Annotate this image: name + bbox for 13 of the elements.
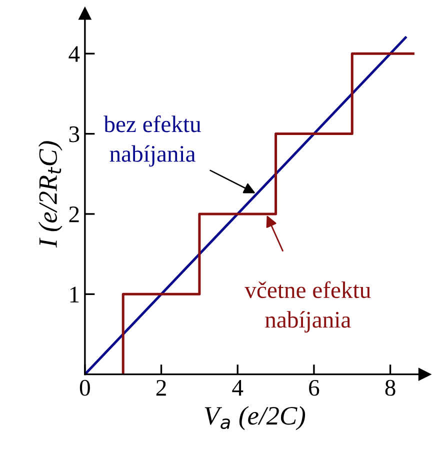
annotation: bez efektu nabíjania — [104, 115, 201, 167]
x-tick-label: 0 — [80, 380, 90, 396]
x-tick-label: 4 — [232, 380, 244, 396]
y-tick-label: 1 — [70, 286, 79, 302]
annotation: včetne efektu nabíjania — [244, 281, 371, 333]
y-tick-label: 3 — [69, 126, 80, 142]
x-tick-label: 2 — [156, 380, 166, 396]
x-tick-label: 6 — [309, 380, 320, 396]
y-axis-title: I (e/2R$_{t}$C) — [38, 141, 62, 248]
x-tick-label: 8 — [385, 380, 396, 396]
y-tick-label: 4 — [68, 46, 80, 62]
x-axis-title: V$_{a}$ (e/2C) — [204, 406, 306, 430]
y-tick-label: 2 — [69, 206, 79, 222]
